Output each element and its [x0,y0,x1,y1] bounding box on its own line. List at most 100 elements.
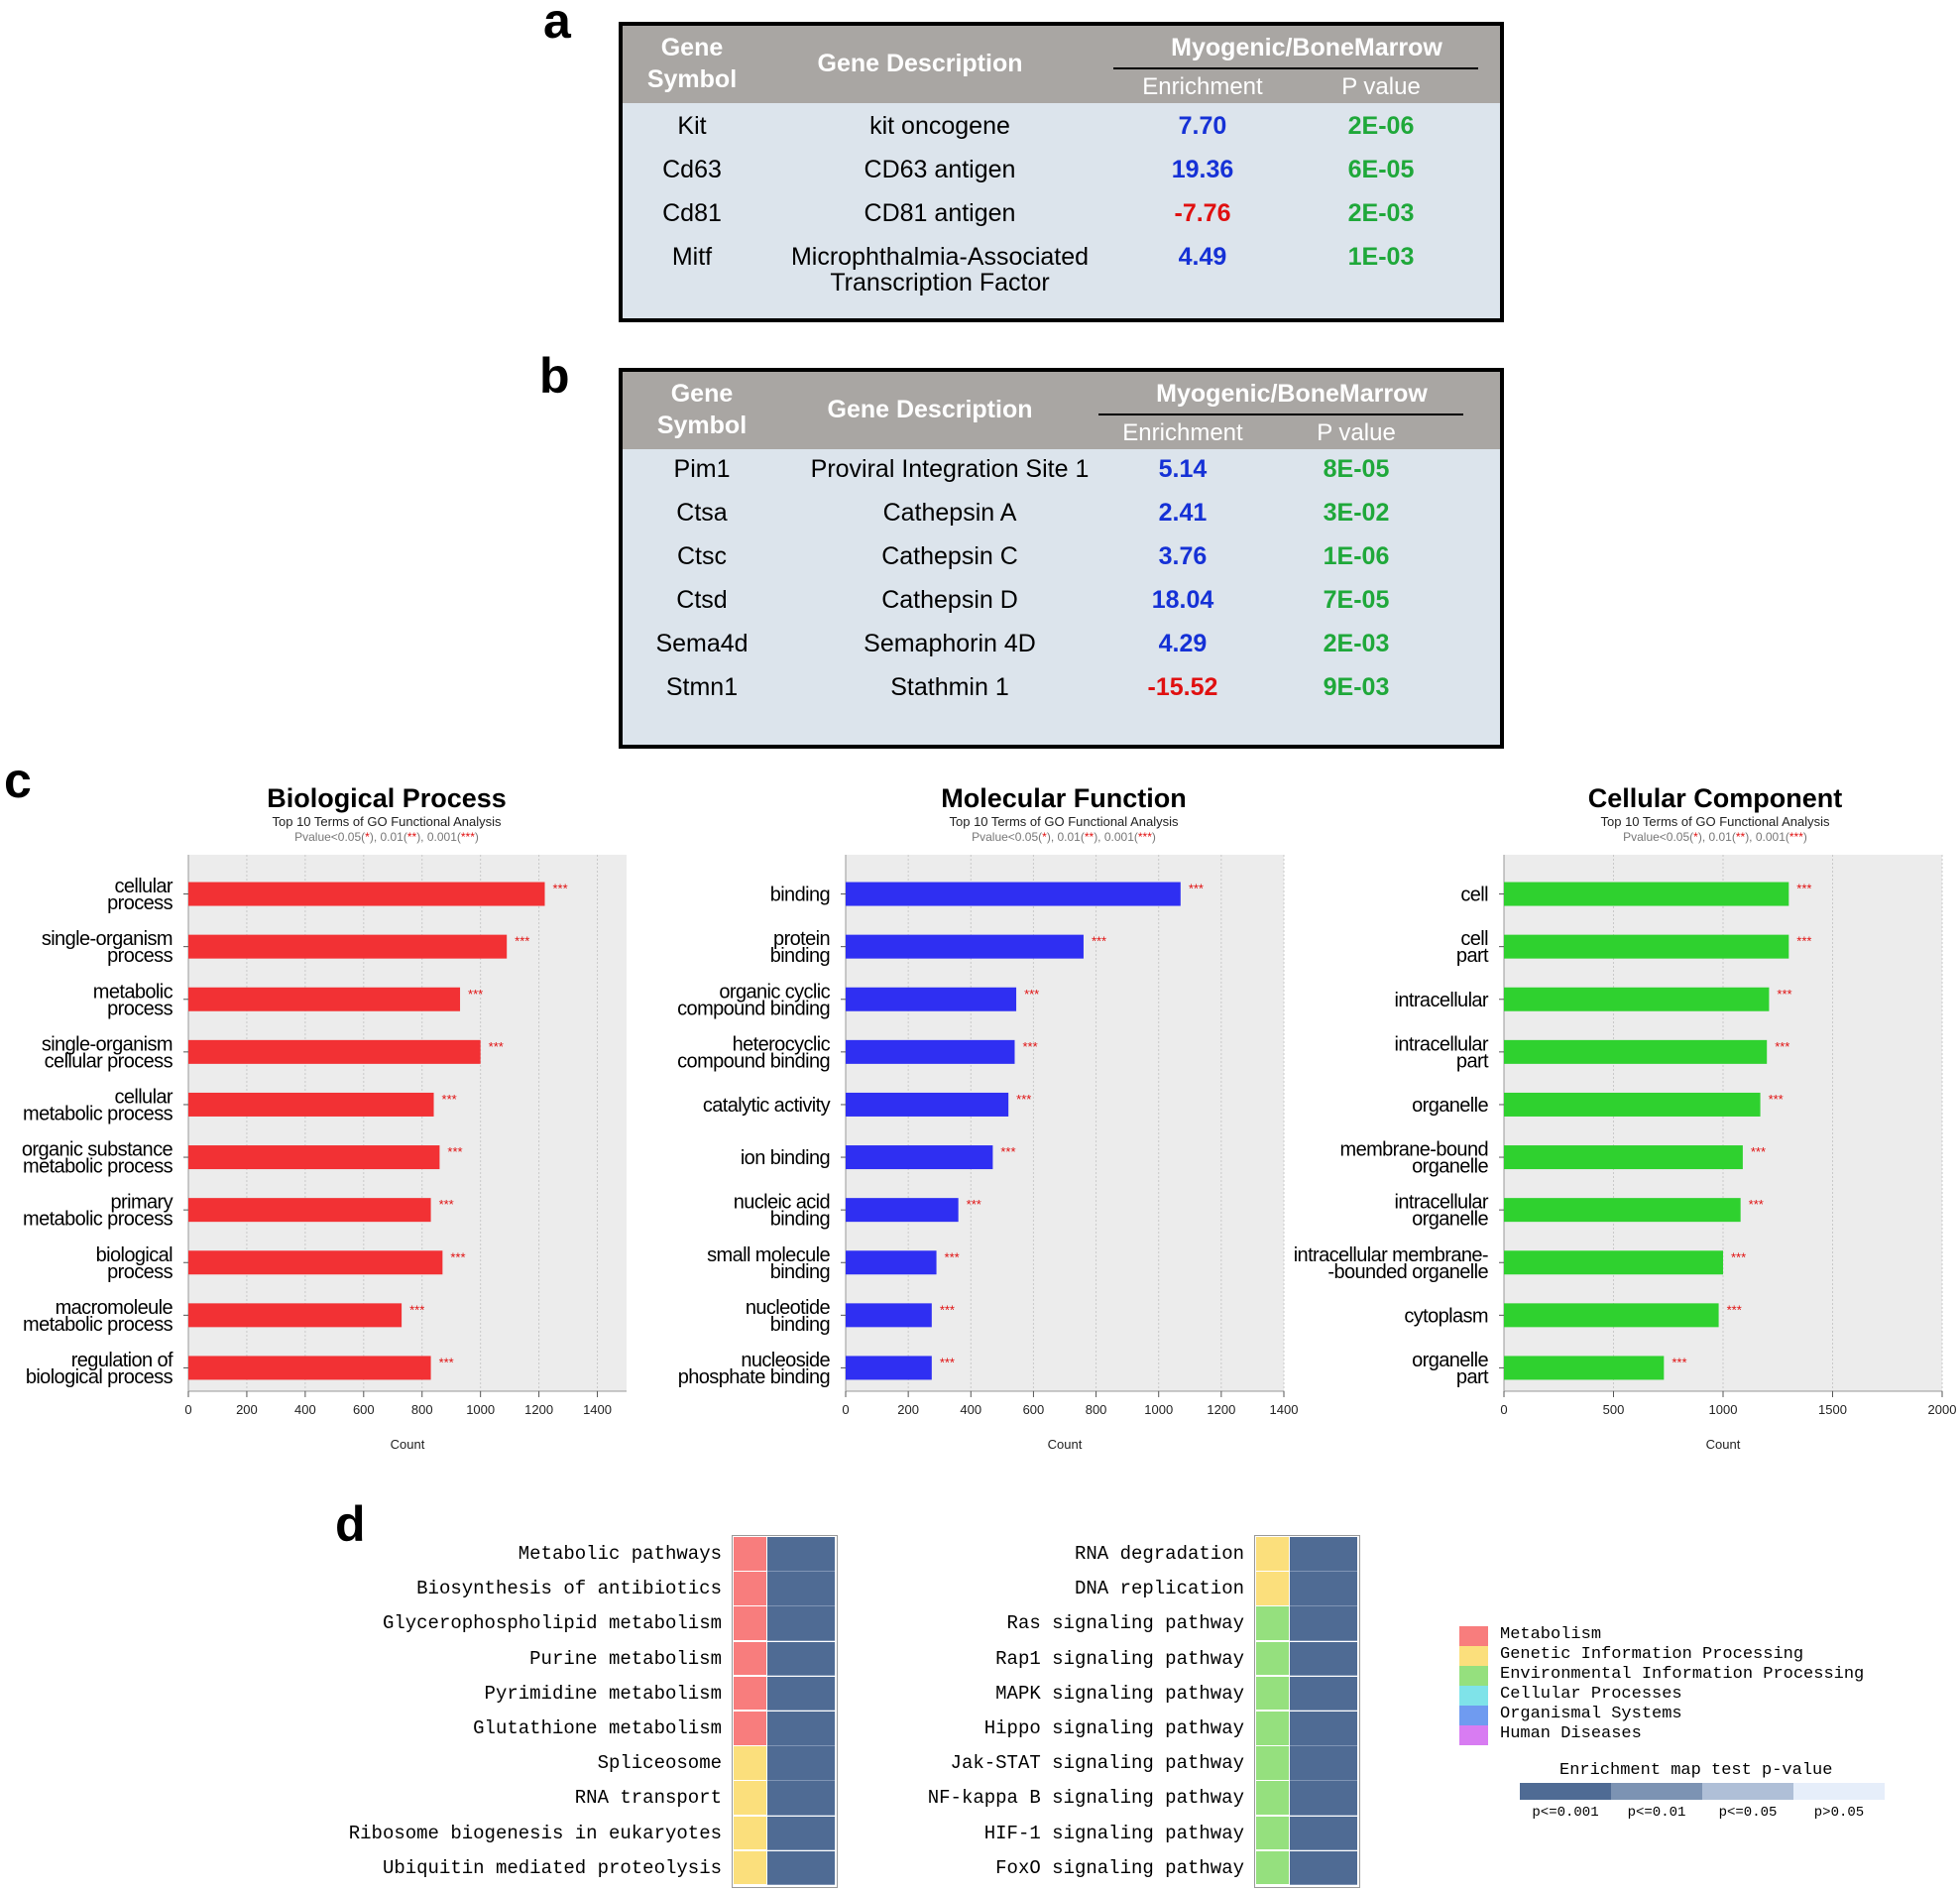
header-pvalue: P value [1317,419,1396,446]
significance-marker: *** [940,1302,955,1317]
p-value: 2E-03 [1347,199,1415,227]
bar [1504,1039,1768,1064]
enrichment-value: 18.04 [1151,586,1214,614]
kegg-left-grid-frame [732,1535,838,1888]
table-b-header: Gene Symbol Gene Description Myogenic/Bon… [623,372,1500,449]
x-tick-label: 800 [1086,1402,1107,1417]
kegg-left-term-label: Glutathione metabolism [473,1717,722,1739]
kegg-left-category-cell [734,1746,766,1781]
gene-description: CD81 antigen [864,199,1016,227]
kegg-left-pvalue-cell [767,1676,835,1712]
bar [846,1303,932,1328]
x-tick-label: 800 [411,1402,433,1417]
significance-marker: *** [1731,1249,1746,1264]
category-label: organelle [1412,1350,1488,1371]
kegg-left-pvalue-cell [767,1537,835,1572]
significance-marker: *** [450,1249,465,1264]
x-tick-label: 1200 [1207,1402,1235,1417]
x-tick-label: 400 [294,1402,316,1417]
kegg-right-term-label: HIF-1 signaling pathway [983,1822,1244,1844]
header-enrichment: Enrichment [1122,419,1243,446]
x-tick-label: 0 [842,1402,849,1417]
category-label: macromoleule [56,1297,173,1319]
kegg-left-term-label: Spliceosome [597,1752,722,1775]
bar [188,1250,443,1275]
category-label: binding [770,1209,830,1231]
kegg-right-grid-frame [1254,1535,1360,1888]
kegg-right-pvalue-cell [1290,1641,1357,1677]
enrichment-value: 7.70 [1178,112,1227,140]
pvalue-legend-swatch [1611,1783,1702,1800]
kegg-left-pvalue-cell [767,1572,835,1606]
gene-symbol: Stmn1 [665,673,739,701]
category-label: metabolic process [23,1103,173,1124]
category-label: intracellular membrane- [1294,1244,1488,1266]
p-value: 3E-02 [1323,499,1390,527]
kegg-left-pvalue-cell [767,1606,835,1642]
category-label: organelle [1412,1095,1488,1117]
kegg-right-category-cell [1256,1816,1289,1851]
legend-swatch [1459,1725,1488,1745]
significance-marker: *** [940,1355,955,1369]
bar [1504,1250,1723,1275]
kegg-heatmap: Metabolic pathways Biosynthesis of antibi… [0,1527,1960,1891]
category-label: metabolic process [23,1156,173,1178]
category-label: cellular [114,876,173,897]
gene-description: Proviral Integration Site 1 [810,455,1090,483]
gene-description: kit oncogene [869,112,1010,140]
gene-symbol: Sema4d [655,630,749,657]
kegg-left-pvalue-cell [767,1746,835,1781]
header-description: Gene Description [817,50,1023,77]
significance-marker: *** [1775,1039,1789,1054]
enrichment-value: 4.49 [1178,243,1227,271]
category-label: biological process [26,1366,173,1388]
x-tick-label: 1000 [466,1402,495,1417]
p-value: 6E-05 [1347,156,1415,183]
x-tick-label: 600 [353,1402,375,1417]
x-tick-label: 1000 [1709,1402,1738,1417]
kegg-left-category-cell [734,1537,766,1572]
header-description: Gene Description [827,396,1033,423]
x-tick-label: 1400 [1270,1402,1299,1417]
category-label: process [107,998,173,1019]
kegg-right-term-label: Rap1 signaling pathway [995,1647,1244,1670]
significance-marker: *** [967,1197,981,1212]
significance-marker: *** [1769,1092,1784,1107]
gene-description: Semaphorin 4D [864,630,1036,657]
category-label: binding [770,945,830,967]
gene-symbol: Ctsc [677,542,727,570]
category-label: organelle [1412,1156,1488,1178]
kegg-right-category-cell [1256,1850,1289,1886]
kegg-left-category-cell [734,1712,766,1746]
legend-label: Organismal Systems [1500,1705,1682,1723]
pvalue-legend-label: p>0.05 [1813,1805,1865,1821]
kegg-left-term-label: Glycerophospholipid metabolism [382,1612,722,1635]
legend-label: Environmental Information Processing [1500,1665,1865,1684]
significance-marker: *** [447,1144,462,1159]
category-label: cytoplasm [1404,1305,1488,1327]
legend-label: Human Diseases [1500,1724,1642,1743]
chart-subtitle: Top 10 Terms of GO Functional Analysis [950,814,1179,829]
gene-description: Microphthalmia-Associated Transcription F… [790,243,1090,296]
kegg-right-category-cell [1256,1572,1289,1606]
bar [1504,1092,1761,1117]
x-axis-label: Count [1706,1437,1741,1452]
x-tick-label: 200 [897,1402,919,1417]
significance-marker: *** [409,1302,424,1317]
category-label: protein [773,928,830,950]
table-a: Gene Symbol Gene Description Myogenic/Bon… [619,22,1504,322]
panel-label-d: d [335,1496,366,1552]
category-label: process [107,1261,173,1283]
header-group: Myogenic/BoneMarrow [1156,380,1428,408]
x-axis-label: Count [1048,1437,1083,1452]
category-label: process [107,892,173,914]
kegg-left-pvalue-cell [767,1712,835,1746]
significance-marker: *** [1024,987,1039,1002]
kegg-right-pvalue-cell [1290,1572,1357,1606]
gene-symbol: Mitf [671,243,713,271]
kegg-right-pvalue-cell [1290,1676,1357,1712]
pvalue-legend-title: Enrichment map test p-value [1559,1761,1833,1780]
enrichment-value: -15.52 [1147,673,1218,701]
category-label: process [107,945,173,967]
